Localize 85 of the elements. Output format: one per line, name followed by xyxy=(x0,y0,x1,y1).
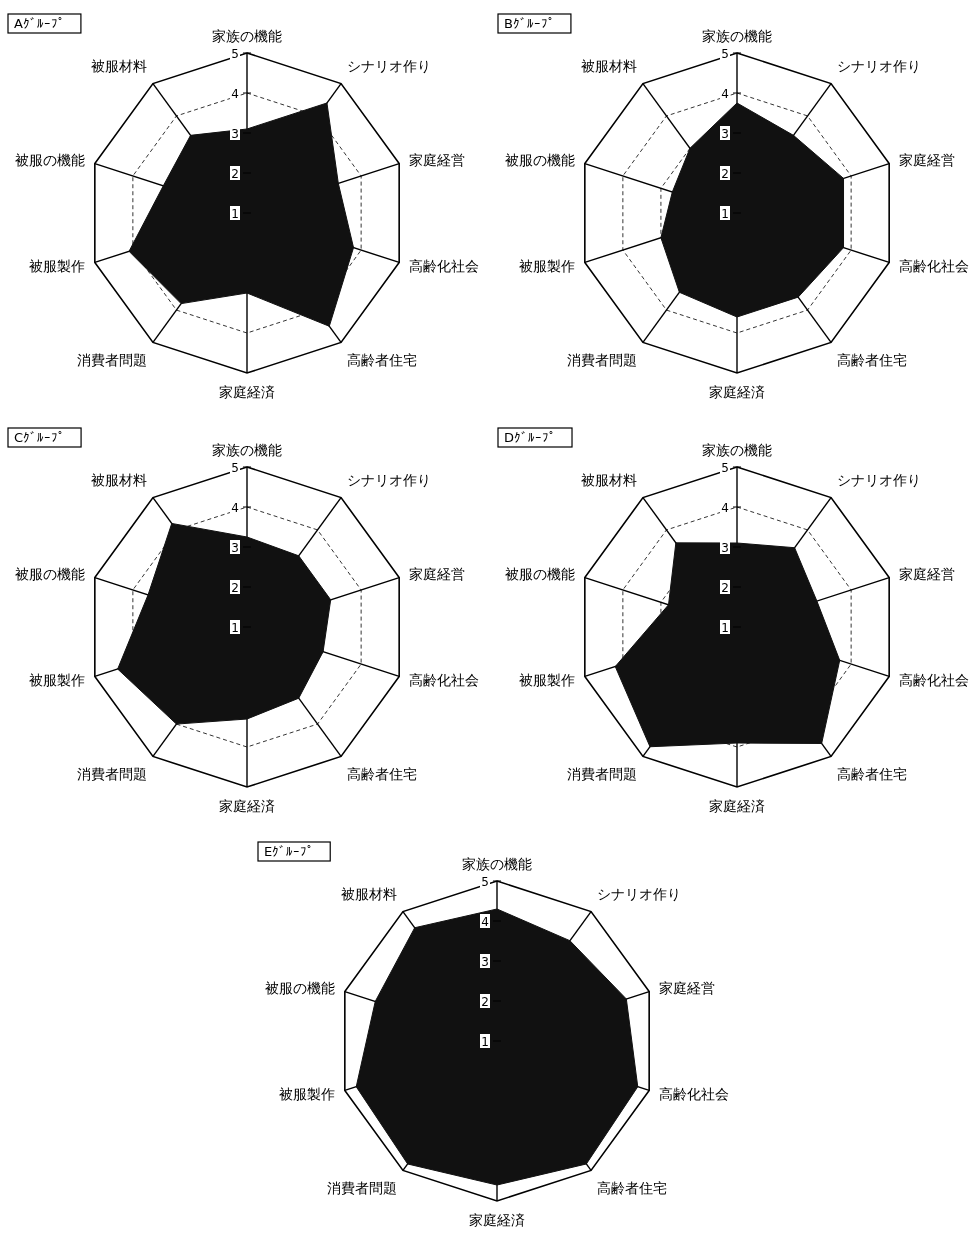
y-tick-label: 3 xyxy=(481,954,489,969)
spoke-label: 家庭経営 xyxy=(898,151,955,168)
spoke-label: 家族の機能 xyxy=(212,441,282,458)
spoke-label: 被服の機能 xyxy=(505,565,576,582)
title: Eｸﾞﾙｰﾌﾟ xyxy=(257,840,331,862)
y-tick-label: 3 xyxy=(231,126,239,141)
chart-title: Eｸﾞﾙｰﾌﾟ xyxy=(264,843,315,859)
title: Bｸﾞﾙｰﾌﾟ xyxy=(497,12,572,34)
spoke-label: 高齢者住宅 xyxy=(836,765,907,782)
y-tick-label: 3 xyxy=(721,540,729,555)
spoke-label: 高齢化社会 xyxy=(658,1085,729,1102)
spoke-label: 消費者問題 xyxy=(77,351,148,368)
spoke-label: 被服製作 xyxy=(29,671,86,688)
y-tick-label: 1 xyxy=(481,1034,489,1049)
spoke-label: 家庭経済 xyxy=(709,383,765,400)
spoke-label: 被服材料 xyxy=(91,57,148,74)
title: Dｸﾞﾙｰﾌﾟ xyxy=(497,426,573,448)
spoke-label: シナリオ作り xyxy=(836,57,921,74)
y-tick-label: 5 xyxy=(231,46,239,61)
spoke-label: 高齢化社会 xyxy=(408,671,479,688)
spoke-label: 被服材料 xyxy=(91,471,148,488)
spoke-label: 家庭経済 xyxy=(219,383,275,400)
spoke-label: 被服材料 xyxy=(581,57,638,74)
spoke-label: 被服の機能 xyxy=(15,151,86,168)
y-tick-label: 4 xyxy=(481,914,489,929)
spoke-label: 家族の機能 xyxy=(212,27,282,44)
spoke-label: 消費者問題 xyxy=(77,765,148,782)
y-tick-label: 5 xyxy=(721,46,729,61)
spoke-label: 高齢化社会 xyxy=(898,257,969,274)
y-tick-label: 1 xyxy=(721,620,729,635)
spoke-label: シナリオ作り xyxy=(346,471,431,488)
y-tick-label: 1 xyxy=(721,206,729,221)
y-tick-label: 4 xyxy=(231,500,239,515)
spoke-label: 被服製作 xyxy=(519,671,576,688)
spoke-label: シナリオ作り xyxy=(836,471,921,488)
y-tick-label: 2 xyxy=(721,580,729,595)
y-tick-label: 4 xyxy=(231,86,239,101)
spoke-label: 消費者問題 xyxy=(567,351,638,368)
spoke-label: 家庭経営 xyxy=(408,151,465,168)
y-tick-label: 2 xyxy=(721,166,729,181)
y-tick-label: 1 xyxy=(231,620,239,635)
spoke-label: 高齢者住宅 xyxy=(346,351,417,368)
spoke-label: 被服材料 xyxy=(341,885,398,902)
spoke-label: 被服の機能 xyxy=(15,565,86,582)
y-tick-label: 3 xyxy=(721,126,729,141)
spoke-label: 家庭経済 xyxy=(219,797,275,814)
y-tick-label: 2 xyxy=(481,994,489,1009)
spoke-label: 被服の機能 xyxy=(265,979,336,996)
y-tick-label: 4 xyxy=(721,86,729,101)
chart-title: Aｸﾞﾙｰﾌﾟ xyxy=(14,15,65,31)
spoke-label: 被服製作 xyxy=(29,257,86,274)
spoke-label: 高齢者住宅 xyxy=(346,765,417,782)
title: Cｸﾞﾙｰﾌﾟ xyxy=(7,426,82,448)
y-tick-label: 3 xyxy=(231,540,239,555)
spoke-label: 家庭経営 xyxy=(658,979,715,996)
spoke-label: 高齢化社会 xyxy=(408,257,479,274)
y-tick-label: 2 xyxy=(231,580,239,595)
spoke-label: 高齢化社会 xyxy=(898,671,969,688)
spoke-label: 消費者問題 xyxy=(567,765,638,782)
title: Aｸﾞﾙｰﾌﾟ xyxy=(7,12,82,34)
spoke-label: 家族の機能 xyxy=(702,27,772,44)
spoke-label: 高齢者住宅 xyxy=(836,351,907,368)
spoke-label: 家庭経済 xyxy=(469,1211,525,1228)
spoke-label: 家庭経済 xyxy=(709,797,765,814)
chart-title: Dｸﾞﾙｰﾌﾟ xyxy=(504,429,557,445)
y-tick-label: 5 xyxy=(481,874,489,889)
y-tick-label: 2 xyxy=(231,166,239,181)
spoke-label: 消費者問題 xyxy=(327,1179,398,1196)
y-tick-label: 5 xyxy=(721,460,729,475)
spoke-label: 家庭経営 xyxy=(898,565,955,582)
chart-title: Cｸﾞﾙｰﾌﾟ xyxy=(14,429,66,445)
y-tick-label: 5 xyxy=(231,460,239,475)
spoke-label: 被服製作 xyxy=(279,1085,336,1102)
spoke-label: 被服製作 xyxy=(519,257,576,274)
spoke-label: シナリオ作り xyxy=(346,57,431,74)
spoke-label: シナリオ作り xyxy=(596,885,681,902)
spoke-label: 被服の機能 xyxy=(505,151,576,168)
spoke-label: 家族の機能 xyxy=(702,441,772,458)
spoke-label: 高齢者住宅 xyxy=(596,1179,667,1196)
y-tick-label: 1 xyxy=(231,206,239,221)
spoke-label: 被服材料 xyxy=(581,471,638,488)
y-tick-label: 4 xyxy=(721,500,729,515)
spoke-label: 家族の機能 xyxy=(462,855,532,872)
spoke-label: 家庭経営 xyxy=(408,565,465,582)
chart-title: Bｸﾞﾙｰﾌﾟ xyxy=(504,15,555,31)
